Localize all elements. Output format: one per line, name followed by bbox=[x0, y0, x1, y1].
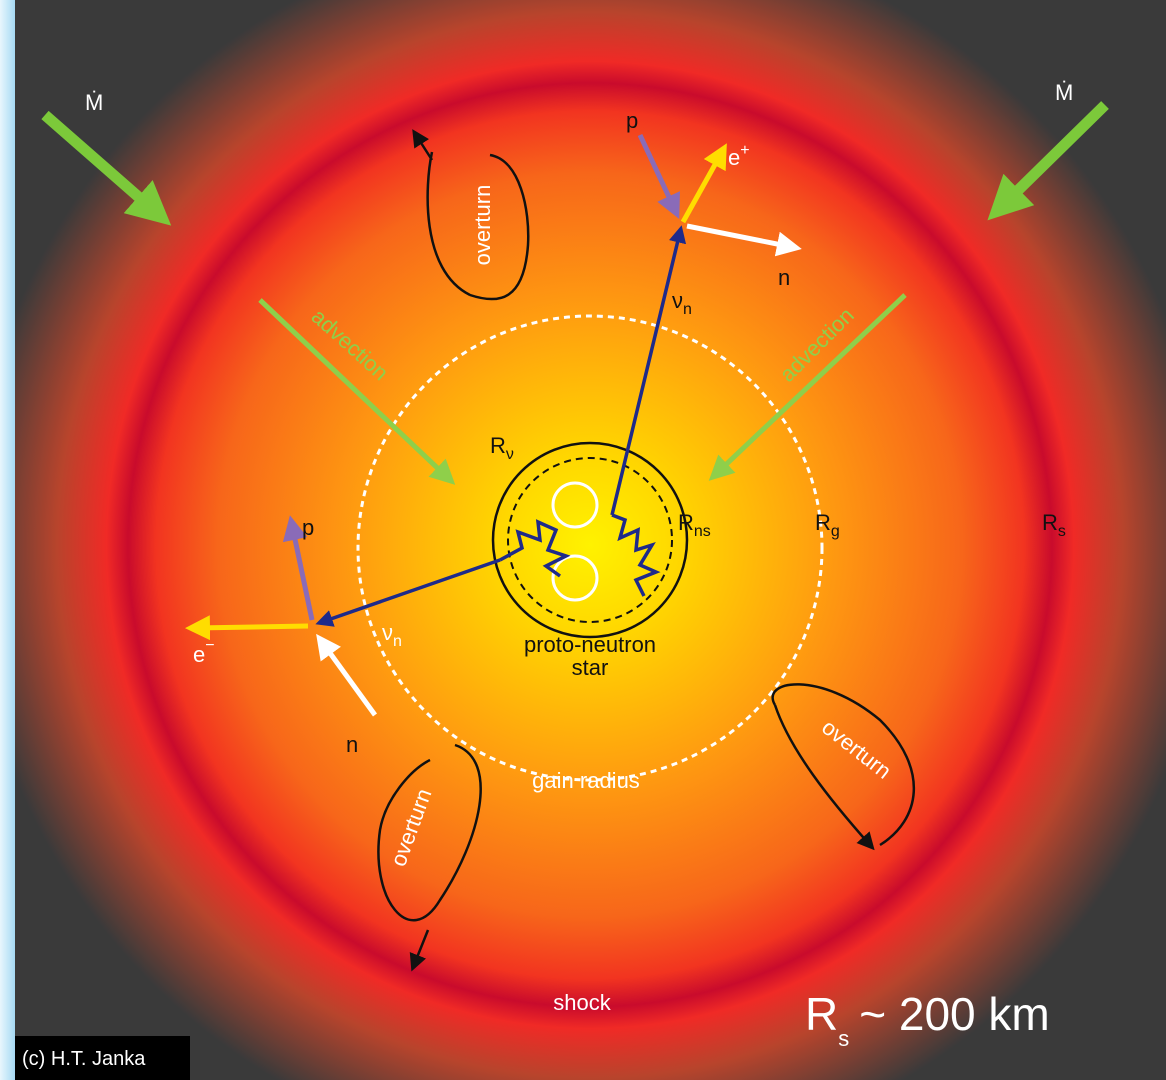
electron-symbol: e bbox=[193, 642, 205, 667]
electron-charge: − bbox=[205, 637, 214, 654]
radius-subscript: g bbox=[831, 523, 840, 540]
supernova-core bbox=[15, 0, 1166, 1080]
radius-symbol: R bbox=[815, 510, 831, 535]
electron-arrow bbox=[195, 626, 308, 628]
gain-radius-label: gain radius bbox=[532, 768, 640, 793]
overturn-label: overturn bbox=[470, 185, 495, 266]
neutron-label: n bbox=[346, 732, 358, 757]
positron-symbol: e bbox=[728, 145, 740, 170]
credit: (c) H.T. Janka bbox=[22, 1048, 146, 1070]
diagram: Ṁ Ṁ overturn overturn overturn advection… bbox=[0, 0, 1166, 1080]
proton-label: p bbox=[302, 515, 314, 540]
neutrino-flavor: n bbox=[393, 633, 402, 650]
neutrino-symbol: ν bbox=[382, 620, 393, 645]
neutrino-symbol: ν bbox=[672, 288, 683, 313]
radius-value: ~ 200 km bbox=[859, 988, 1050, 1040]
proton-label: p bbox=[626, 108, 638, 133]
radius-subscript: s bbox=[1058, 523, 1066, 540]
radius-symbol: R bbox=[490, 433, 506, 458]
neutron-label: n bbox=[778, 265, 790, 290]
radius-subscript: ν bbox=[506, 446, 514, 463]
inflow-label: Ṁ bbox=[85, 90, 103, 115]
shock-label: shock bbox=[553, 990, 611, 1015]
inflow-label: Ṁ bbox=[1055, 80, 1073, 105]
page: {"inflow_labels": ["\u1E40", "\u1E40"], … bbox=[0, 0, 1166, 1080]
core-label: proto-neutron bbox=[524, 632, 656, 657]
positron-charge: + bbox=[740, 142, 749, 159]
radius-symbol: R bbox=[805, 988, 838, 1040]
radius-symbol: R bbox=[1042, 510, 1058, 535]
radius-subscript: s bbox=[838, 1026, 849, 1051]
core-label: star bbox=[572, 655, 609, 680]
neutrino-flavor: n bbox=[683, 301, 692, 318]
radius-symbol: R bbox=[678, 510, 694, 535]
radius-subscript: ns bbox=[694, 523, 711, 540]
